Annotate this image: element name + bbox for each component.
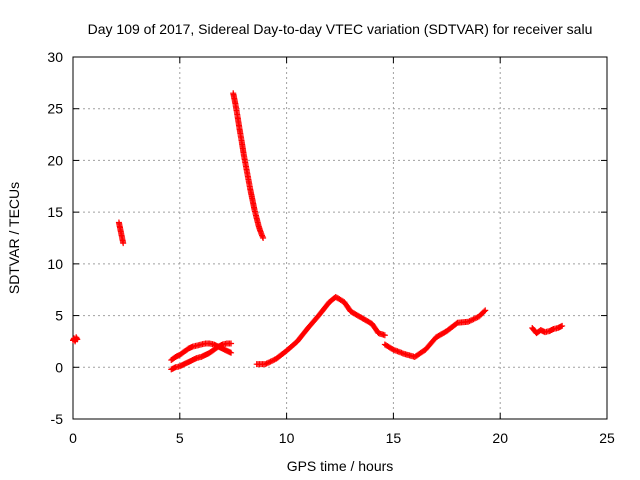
x-tick-label: 15 <box>386 430 402 446</box>
data-point <box>559 322 566 329</box>
data-point <box>266 359 273 366</box>
data-point <box>74 336 81 343</box>
y-tick-label: 15 <box>47 204 63 220</box>
series-segment-1 <box>70 334 81 345</box>
data-point <box>262 361 269 368</box>
data-point <box>228 349 235 356</box>
data-point <box>268 357 275 364</box>
series-segment-2 <box>115 219 127 247</box>
plot-frame <box>72 56 608 420</box>
data-point <box>267 358 274 365</box>
data-point <box>263 360 270 367</box>
x-tick-label: 5 <box>176 430 184 446</box>
y-tick-label: 5 <box>55 308 63 324</box>
axis-ticks: 0 5 10 15 20 25 -5 0 5 10 15 20 25 30 <box>47 49 615 446</box>
data-point <box>467 317 474 324</box>
data-point <box>470 316 477 323</box>
data-point <box>264 359 271 366</box>
y-axis-label: SDTVAR / TECUs <box>6 182 22 294</box>
data-point <box>469 316 476 323</box>
series-segment-5 <box>230 90 267 241</box>
x-tick-label: 20 <box>492 430 508 446</box>
data-point <box>473 314 480 321</box>
data-point <box>465 318 472 325</box>
y-tick-label: 10 <box>47 256 63 272</box>
series-segment-4 <box>168 340 235 364</box>
grid-lines <box>73 57 607 419</box>
data-point <box>381 332 388 339</box>
y-tick-label: 0 <box>55 359 63 375</box>
chart-title: Day 109 of 2017, Sidereal Day-to-day VTE… <box>88 21 593 37</box>
x-axis-label: GPS time / hours <box>287 458 394 474</box>
data-point <box>482 307 489 314</box>
y-tick-label: 30 <box>47 49 63 65</box>
series-segment-6 <box>253 293 388 368</box>
y-tick-label: -5 <box>51 411 64 427</box>
data-point <box>481 308 488 315</box>
data-point <box>260 235 267 241</box>
data-points <box>70 90 566 373</box>
y-tick-label: 20 <box>47 152 63 168</box>
data-point <box>120 240 127 247</box>
x-tick-label: 10 <box>279 430 295 446</box>
y-tick-label: 25 <box>47 101 63 117</box>
series-segment-8 <box>529 322 566 337</box>
data-point <box>270 357 277 364</box>
data-point <box>466 318 473 325</box>
data-point <box>471 315 478 322</box>
x-tick-label: 0 <box>69 430 77 446</box>
data-point <box>228 340 235 347</box>
series-segment-7 <box>381 307 489 360</box>
x-tick-label: 25 <box>599 430 615 446</box>
